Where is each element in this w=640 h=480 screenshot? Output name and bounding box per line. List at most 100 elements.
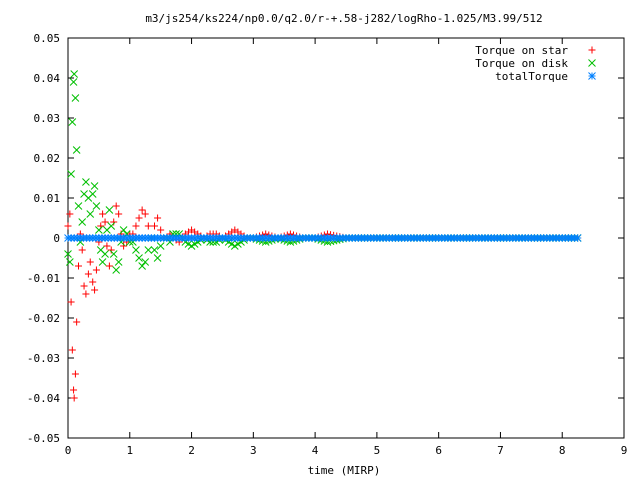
data-point	[73, 318, 81, 326]
x-tick-label: 6	[435, 444, 442, 457]
data-point	[135, 254, 143, 262]
data-point	[141, 258, 150, 266]
data-point	[68, 118, 77, 126]
data-point	[132, 222, 140, 230]
data-point	[107, 222, 116, 230]
legend-label: totalTorque	[495, 70, 568, 83]
data-point	[112, 266, 121, 274]
data-point	[138, 206, 146, 214]
x-tick-label: 5	[374, 444, 381, 457]
data-point	[150, 222, 158, 230]
data-point	[138, 262, 146, 270]
data-point	[132, 246, 140, 254]
x-tick-label: 4	[312, 444, 319, 457]
data-point	[115, 210, 123, 218]
data-point	[153, 254, 162, 262]
data-point	[144, 222, 152, 230]
legend-marker	[588, 59, 596, 67]
data-point	[78, 246, 86, 254]
y-tick-label: 0.04	[34, 72, 61, 85]
data-point	[103, 242, 111, 250]
data-point	[82, 290, 90, 298]
y-tick-label: 0	[53, 232, 60, 245]
y-tick-label: 0.01	[34, 192, 61, 205]
data-point	[101, 250, 109, 258]
data-point	[150, 246, 159, 254]
data-point	[92, 266, 100, 274]
x-tick-label: 7	[497, 444, 504, 457]
data-point	[99, 210, 107, 218]
x-tick-label: 2	[188, 444, 195, 457]
data-point	[144, 246, 153, 254]
x-tick-label: 9	[621, 444, 628, 457]
series-star	[64, 234, 582, 242]
data-point	[114, 258, 123, 266]
data-point	[78, 218, 87, 226]
data-point	[107, 246, 115, 254]
data-point	[135, 214, 143, 222]
chart-title: m3/js254/ks224/np0.0/q2.0/r-+.58-j282/lo…	[145, 12, 542, 25]
legend-label: Torque on disk	[475, 57, 568, 70]
data-point	[70, 394, 78, 402]
data-point	[65, 258, 74, 266]
data-point	[154, 214, 162, 222]
data-point	[70, 70, 79, 78]
data-point	[70, 386, 78, 394]
x-tick-label: 8	[559, 444, 566, 457]
legend-marker	[588, 72, 596, 80]
data-point	[98, 258, 107, 266]
y-tick-label: 0.02	[34, 152, 61, 165]
legend-marker	[588, 46, 596, 54]
data-point	[72, 146, 81, 154]
data-point	[105, 262, 113, 270]
y-tick-label: -0.04	[27, 392, 60, 405]
y-tick-label: -0.03	[27, 352, 60, 365]
data-point	[64, 222, 72, 230]
data-point	[88, 190, 97, 198]
data-point	[64, 250, 72, 258]
data-point	[71, 370, 79, 378]
data-point	[91, 286, 99, 294]
data-point	[105, 206, 114, 214]
data-point	[67, 170, 75, 178]
legend-label: Torque on star	[475, 44, 568, 57]
data-point	[89, 278, 97, 286]
data-point	[95, 226, 103, 234]
data-point	[120, 242, 128, 250]
data-point	[71, 94, 80, 102]
data-point	[101, 218, 109, 226]
data-point	[90, 182, 99, 190]
data-point	[86, 258, 94, 266]
data-point	[119, 226, 128, 234]
y-tick-label: 0.03	[34, 112, 61, 125]
y-tick-label: 0.05	[34, 32, 61, 45]
data-point	[66, 210, 74, 218]
data-point	[82, 178, 90, 186]
data-point	[80, 282, 88, 290]
x-tick-label: 1	[126, 444, 133, 457]
data-point	[68, 346, 76, 354]
x-tick-label: 3	[250, 444, 257, 457]
data-point	[156, 242, 165, 250]
y-tick-label: -0.02	[27, 312, 60, 325]
plot-area: 0 1 2 3 4 5 6 7 8 9 0.05 0.04 0.03 0.02 0.01 0 -0.01 -0.0…	[27, 32, 627, 457]
data-point	[75, 262, 83, 270]
data-point	[69, 78, 78, 86]
y-tick-label: -0.01	[27, 272, 60, 285]
data-point	[67, 298, 75, 306]
data-point	[573, 234, 582, 242]
data-point	[157, 226, 165, 234]
data-point	[109, 250, 118, 258]
x-axis-label: time (MIRP)	[308, 464, 381, 477]
x-tick-label: 0	[65, 444, 72, 457]
data-point	[141, 210, 149, 218]
y-tick-label: -0.05	[27, 432, 60, 445]
data-point	[74, 202, 83, 210]
data-point	[117, 230, 125, 238]
data-point	[86, 210, 95, 218]
data-point	[110, 218, 118, 226]
data-point	[112, 202, 120, 210]
data-point	[92, 202, 101, 210]
